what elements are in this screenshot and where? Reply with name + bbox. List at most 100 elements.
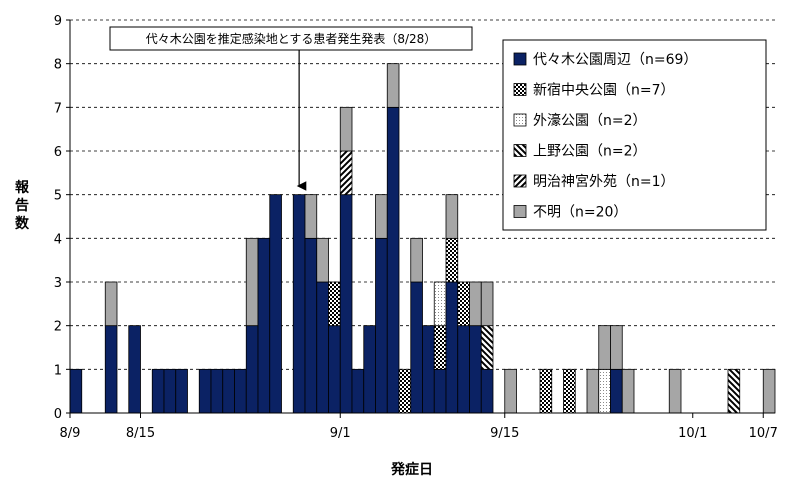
- legend-swatch: [513, 52, 527, 66]
- legend-box: [502, 39, 767, 231]
- annotation-box: [109, 26, 473, 51]
- bar-segment: [598, 368, 611, 414]
- bar-segment: [610, 325, 623, 370]
- x-tick-label: 8/9: [60, 426, 81, 441]
- y-tick-label: 9: [54, 14, 62, 29]
- y-axis-label: 報告数: [15, 179, 30, 232]
- y-axis-label-char: 報: [15, 179, 30, 196]
- bar-segment: [316, 237, 329, 283]
- bar-segment: [398, 368, 412, 414]
- bar-segment: [234, 368, 247, 414]
- legend-swatch: [513, 144, 527, 157]
- y-axis-label-char: 数: [15, 215, 30, 232]
- y-tick-label: 4: [54, 232, 62, 247]
- bar-segment: [269, 194, 282, 414]
- bar-segment: [469, 281, 482, 327]
- bar-segment: [304, 194, 318, 239]
- bar-segment: [198, 368, 212, 414]
- bar-segment: [222, 368, 235, 414]
- bar-segment: [457, 281, 470, 327]
- legend-swatch: [513, 205, 527, 218]
- legend-swatch: [513, 174, 527, 188]
- legend-swatch: [513, 113, 527, 127]
- bar-segment: [762, 368, 776, 414]
- bar-segment: [351, 368, 365, 414]
- bar-segment: [480, 368, 494, 414]
- bar-segment: [504, 368, 517, 414]
- bar-segment: [480, 325, 494, 370]
- bar-segment: [433, 368, 447, 414]
- bar-segment: [328, 325, 341, 414]
- y-tick-label: 8: [54, 58, 62, 73]
- bar-segment: [292, 194, 306, 414]
- bar-segment: [257, 237, 271, 414]
- axes: [69, 20, 775, 414]
- bar-segment: [410, 237, 423, 283]
- bar-segment: [363, 325, 376, 414]
- bar-segment: [386, 106, 400, 414]
- x-tick-label: 8/15: [126, 426, 155, 441]
- x-axis-label: 発症日: [390, 461, 433, 478]
- bar-segment: [245, 237, 259, 327]
- legend-label: 新宿中央公園（n=7）: [533, 82, 675, 99]
- y-tick-label: 3: [54, 276, 62, 291]
- bar-segment: [386, 63, 400, 108]
- y-axis-title: 報告数: [15, 179, 30, 232]
- bar-segment: [445, 194, 459, 239]
- bar-segment: [151, 368, 165, 414]
- bar-segment: [610, 368, 623, 414]
- legend-label: 不明（n=20）: [533, 205, 627, 221]
- legend-label: 外濠公園（n=2）: [533, 112, 647, 129]
- bar-segment: [328, 281, 341, 327]
- bar-segment: [433, 325, 447, 370]
- bar-segment: [422, 325, 435, 414]
- bar-segment: [433, 281, 447, 327]
- x-tick-label: 10/1: [678, 426, 707, 441]
- legend-label: 上野公園（n=2）: [533, 144, 647, 160]
- legend-swatch: [513, 83, 527, 96]
- y-axis-label-char: 告: [15, 197, 29, 214]
- y-tick-label: 1: [54, 363, 62, 378]
- bar-segment: [375, 237, 388, 414]
- bar-segment: [339, 150, 353, 196]
- bar-segment: [586, 368, 600, 414]
- bar-segment: [727, 368, 741, 414]
- bar-segment: [210, 368, 224, 414]
- bar-segment: [598, 325, 611, 370]
- bar-segment: [339, 106, 353, 152]
- bar-segment: [621, 368, 635, 414]
- bar-segment: [410, 281, 423, 414]
- x-axis-ticks: 8/9 8/15 9/1 9/15 10/1 10/7: [60, 413, 778, 441]
- bar-segment: [339, 194, 353, 414]
- y-axis-ticks: 0 1 2 3 4 5 6 7 8 9: [54, 14, 70, 422]
- y-tick-label: 5: [54, 189, 62, 204]
- bar-segment: [69, 368, 83, 414]
- bar-segment: [104, 281, 118, 327]
- bar-segment: [480, 281, 494, 327]
- y-tick-label: 0: [54, 407, 62, 422]
- y-tick-label: 2: [54, 320, 62, 335]
- bar-segment: [245, 325, 259, 414]
- legend-label: 代々木公園周辺（n=69）: [533, 52, 697, 68]
- bar-segment: [316, 281, 329, 414]
- bar-segment: [563, 368, 576, 414]
- bar-segment: [445, 281, 459, 414]
- legend: 代々木公園周辺（n=69） 新宿中央公園（n=7） 外濠公園（n=2） 上野公園（n=…: [502, 39, 767, 231]
- bar-segment: [163, 368, 177, 414]
- x-tick-label: 10/7: [749, 426, 778, 441]
- bar-segment: [457, 325, 470, 414]
- bar-segment: [445, 237, 459, 283]
- y-tick-label: 7: [54, 101, 62, 116]
- bar-segment: [175, 368, 188, 414]
- bar-segment: [668, 368, 682, 414]
- bar-segment: [104, 325, 118, 414]
- annotation-text: 代々木公園を推定感染地とする患者発生発表（8/28）: [146, 31, 437, 46]
- bar-segment: [375, 194, 388, 239]
- bars-group: [69, 63, 776, 414]
- y-tick-label: 6: [54, 145, 62, 160]
- annotation: 代々木公園を推定感染地とする患者発生発表（8/28）: [109, 26, 473, 191]
- bar-segment: [539, 368, 553, 414]
- x-tick-label: 9/1: [330, 426, 351, 441]
